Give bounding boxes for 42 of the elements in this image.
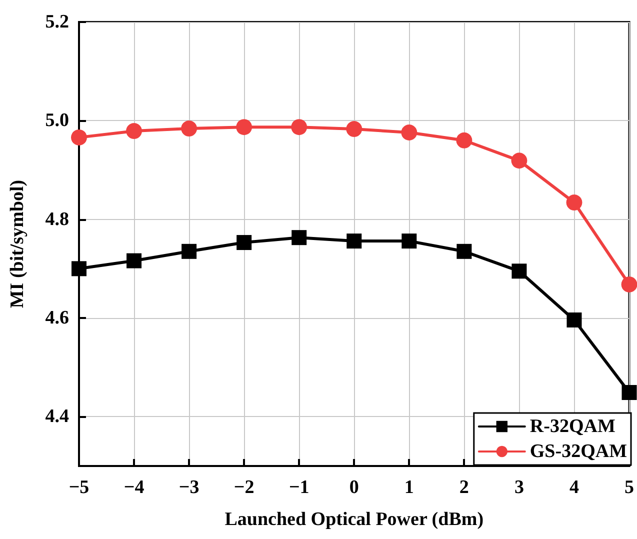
y-axis-title: MI (bit/symbol) [7, 180, 28, 308]
point [402, 234, 417, 249]
x-tick-label: 0 [349, 477, 359, 498]
point [622, 384, 637, 400]
point [126, 123, 142, 140]
y-tick-label: 4.6 [45, 308, 69, 328]
point [566, 312, 582, 328]
y-tick-label: 5.0 [45, 110, 69, 132]
x-tick-label: 4 [569, 477, 580, 498]
point [621, 276, 637, 292]
point [456, 244, 472, 259]
point [346, 121, 362, 138]
point [236, 119, 252, 136]
y-tick-label: 4.8 [45, 208, 69, 230]
point [456, 132, 472, 148]
x-axis-title: Launched Optical Power (dBm) [224, 509, 484, 530]
point [72, 261, 86, 276]
point [126, 253, 142, 268]
point [236, 235, 252, 250]
x-tick-label: 5 [624, 477, 634, 498]
point [181, 120, 198, 137]
point [71, 129, 87, 146]
x-tick-label: −5 [68, 477, 90, 498]
point [182, 244, 197, 259]
point [346, 234, 362, 249]
y-tick-label: 5.2 [45, 12, 69, 32]
point [292, 230, 307, 246]
point [401, 124, 418, 140]
x-tick-label: 2 [459, 477, 469, 498]
legend-label: GS-32QAM [530, 441, 628, 462]
y-tick-label: 4.4 [45, 406, 70, 428]
legend-label: R-32QAM [530, 416, 616, 437]
x-tick-label: −3 [178, 477, 200, 498]
point [511, 152, 528, 169]
x-tick-label: −1 [288, 477, 310, 498]
x-tick-label: −2 [234, 477, 254, 498]
x-tick-label: 3 [514, 477, 524, 498]
point [512, 264, 527, 279]
x-tick-label: −4 [124, 477, 145, 498]
point [291, 119, 308, 136]
point [566, 194, 582, 211]
x-tick-label: 1 [404, 477, 414, 498]
